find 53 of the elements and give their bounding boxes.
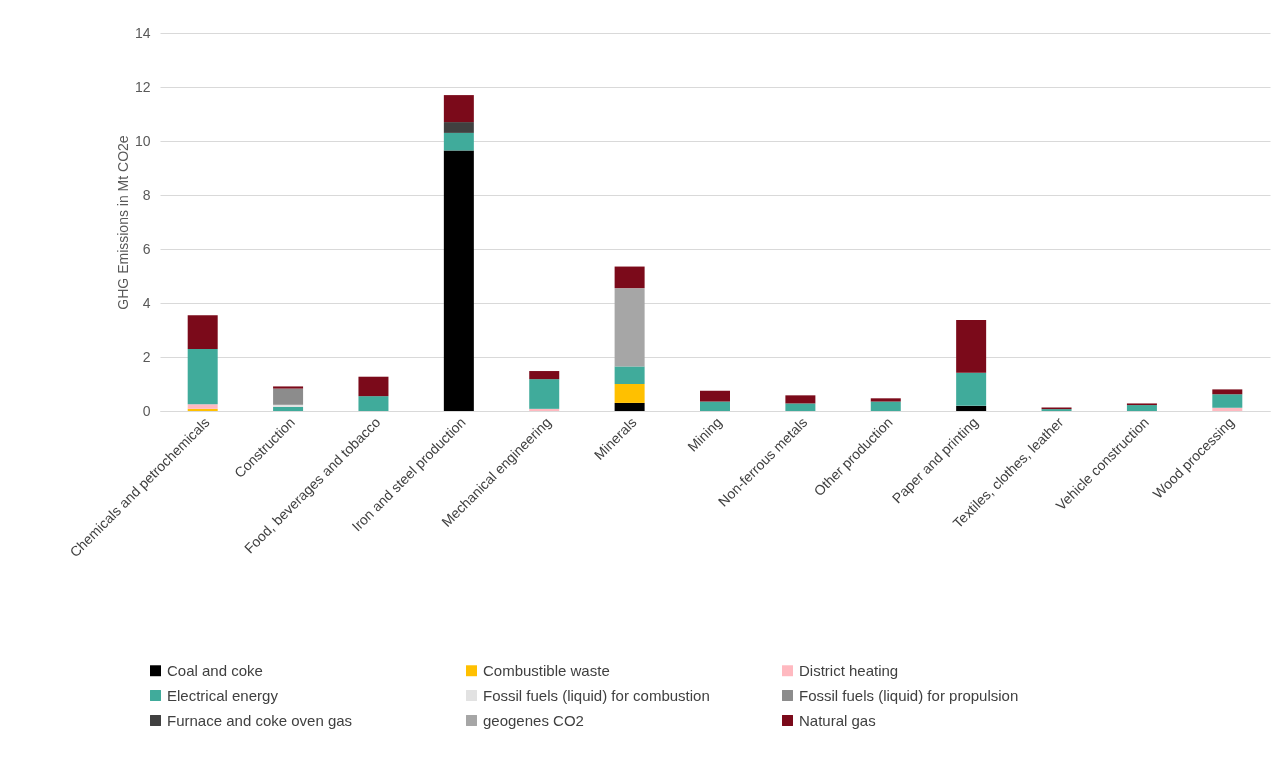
- bar: [956, 320, 987, 373]
- bar: [273, 388, 304, 405]
- bar: [700, 401, 730, 411]
- bar: [273, 386, 304, 389]
- bar: [529, 408, 560, 411]
- bar: [273, 406, 304, 411]
- y-tick-label: 0: [142, 402, 151, 419]
- bar: [956, 405, 987, 411]
- bar: [1212, 389, 1243, 395]
- bar: [870, 401, 901, 411]
- y-axis-title: GHG Emissions in Mt CO2e: [114, 135, 131, 310]
- bar: [358, 376, 389, 397]
- bar: [187, 408, 218, 411]
- y-tick-label: 4: [142, 294, 151, 311]
- bar: [785, 403, 816, 411]
- bar: [956, 372, 987, 406]
- y-tick-label: 12: [134, 78, 151, 95]
- bar: [614, 366, 645, 384]
- y-tick-label: 10: [134, 132, 151, 149]
- bar: [614, 384, 645, 403]
- bar: [614, 288, 645, 367]
- y-tick-label: 2: [142, 348, 151, 365]
- bar: [1212, 407, 1243, 411]
- bar: [785, 395, 816, 404]
- legend-label: Combustible waste: [483, 661, 610, 679]
- bar: [614, 402, 645, 411]
- y-tick-label: 6: [142, 240, 151, 257]
- bar: [443, 95, 474, 123]
- bar: [443, 122, 474, 133]
- bar: [187, 315, 218, 349]
- bar: [187, 404, 218, 409]
- bar: [614, 266, 645, 289]
- bar: [529, 379, 560, 409]
- legend-label: Furnace and coke oven gas: [167, 711, 353, 729]
- bar: [700, 390, 730, 402]
- legend-label: Natural gas: [799, 711, 876, 729]
- legend-label: Fossil fuels (liquid) for combustion: [483, 686, 710, 704]
- bar: [187, 348, 218, 405]
- legend-label: Electrical energy: [167, 686, 279, 704]
- y-tick-label: 14: [134, 24, 151, 41]
- bar: [443, 150, 474, 411]
- legend-label: District heating: [799, 661, 899, 679]
- bar: [273, 404, 304, 407]
- bar: [443, 132, 474, 151]
- bar: [1126, 405, 1157, 411]
- legend-label: geogenes CO2: [483, 711, 584, 729]
- bar: [1212, 394, 1243, 408]
- bar: [529, 371, 560, 380]
- bar: [870, 398, 901, 402]
- legend-label: Fossil fuels (liquid) for propulsion: [799, 686, 1019, 704]
- legend-label: Coal and coke: [167, 661, 263, 679]
- bar: [358, 396, 389, 411]
- y-tick-label: 8: [142, 186, 151, 203]
